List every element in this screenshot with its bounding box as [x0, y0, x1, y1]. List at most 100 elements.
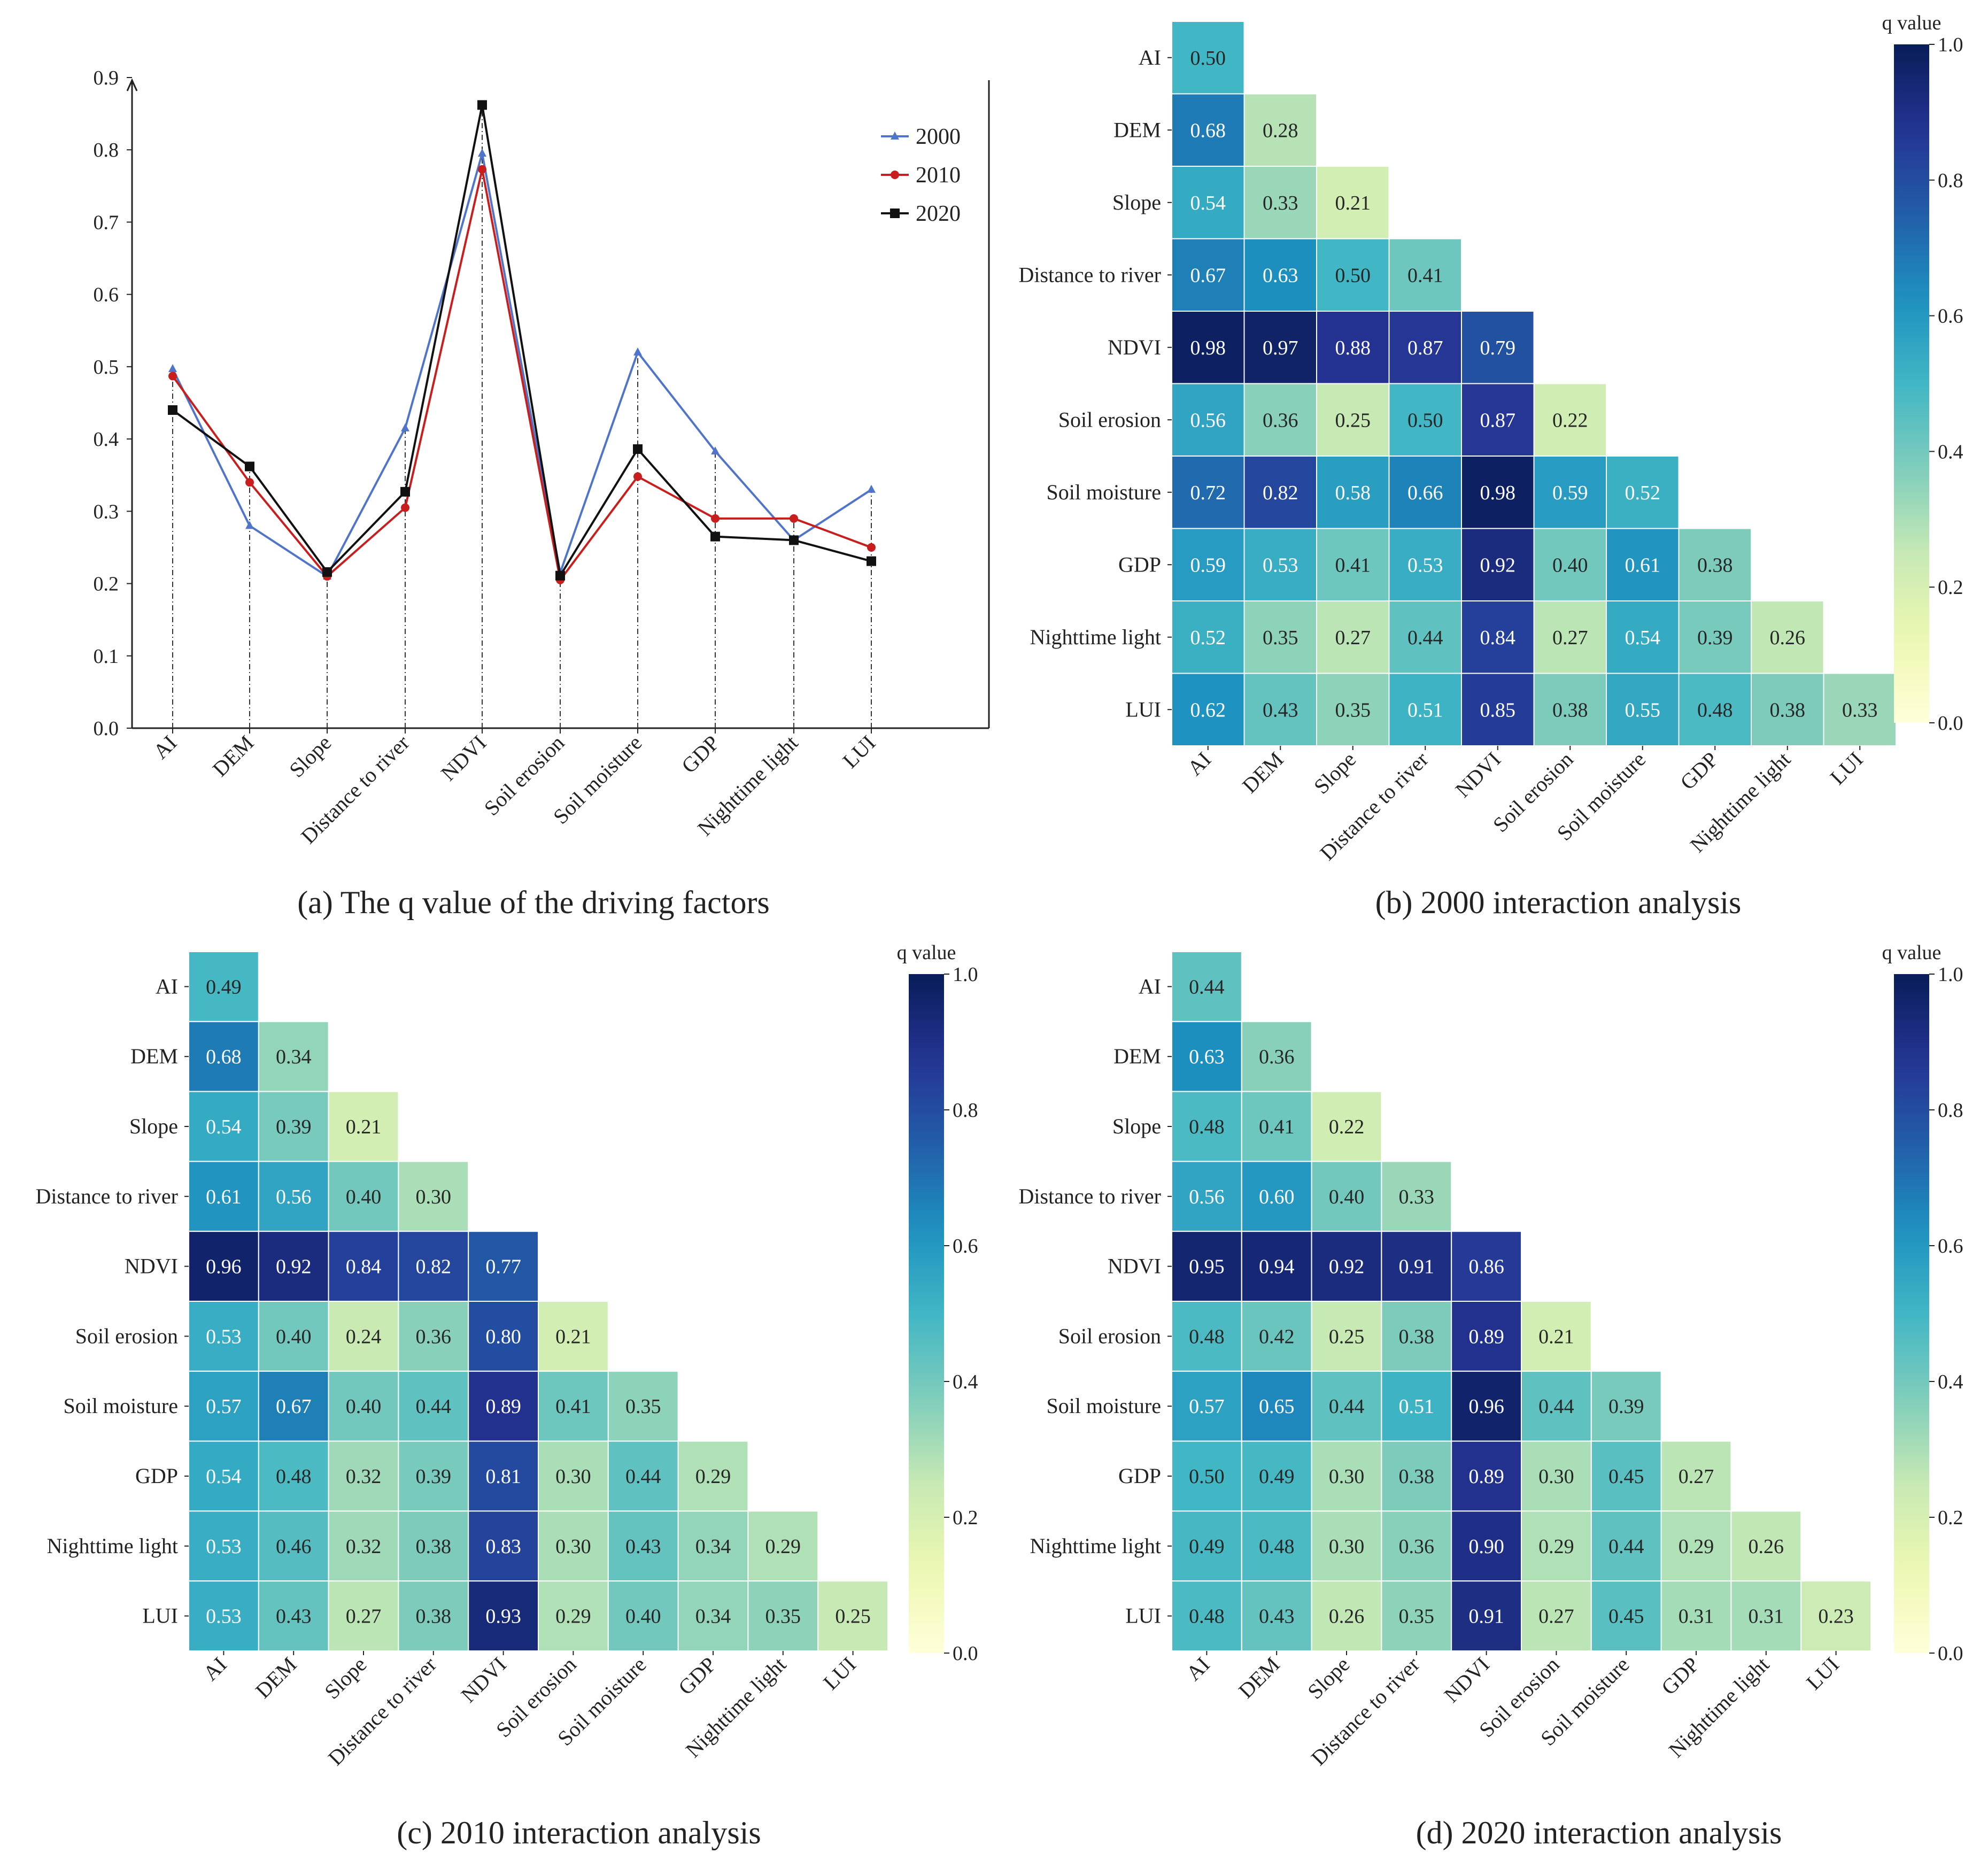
colorbar [909, 974, 944, 1653]
colorbar-tick-label: 0.8 [1938, 169, 1963, 192]
heatmap-cell [1388, 311, 1462, 384]
cell-value: 0.80 [485, 1325, 521, 1348]
heatmap-cell [468, 1301, 539, 1372]
heatmap-cell [1521, 1370, 1592, 1442]
heatmap-cell [538, 1370, 609, 1442]
y-label: Soil moisture [1047, 1394, 1161, 1418]
heatmap-cell [747, 1580, 819, 1651]
y-tick-label: 0.1 [94, 645, 119, 668]
cell-value: 0.21 [1335, 192, 1371, 214]
heatmap-cell [258, 1370, 329, 1442]
cell-value: 0.36 [1259, 1046, 1295, 1068]
cell-value: 0.22 [1552, 409, 1588, 431]
point-2020 [789, 535, 799, 545]
cell-value: 0.40 [346, 1186, 382, 1208]
heatmap-cell [1171, 166, 1245, 240]
heatmap-cell [1243, 600, 1317, 674]
cell-value: 0.48 [1697, 699, 1733, 721]
y-label: LUI [1125, 1604, 1161, 1628]
cell-value: 0.57 [206, 1395, 242, 1418]
colorbar [1894, 44, 1929, 723]
y-label: LUI [142, 1604, 178, 1628]
heatmap-cell [1461, 311, 1535, 384]
cell-value: 0.68 [206, 1046, 242, 1068]
cell-value: 0.35 [1263, 627, 1298, 649]
caption-c: (c) 2010 interaction analysis [397, 1815, 761, 1850]
heatmap-cell [1533, 600, 1607, 674]
heatmap-cell [1243, 383, 1317, 457]
heatmap-cell [328, 1301, 399, 1372]
cell-value: 0.43 [1263, 699, 1298, 721]
cell-value: 0.44 [1329, 1395, 1365, 1418]
cell-value: 0.30 [416, 1186, 452, 1208]
heatmap-cell [1243, 456, 1317, 529]
cell-value: 0.40 [1552, 554, 1588, 576]
cell-value: 0.91 [1399, 1256, 1435, 1278]
cell-value: 0.90 [1468, 1535, 1504, 1558]
heatmap-cell [538, 1510, 609, 1582]
cell-value: 0.55 [1625, 699, 1661, 721]
cell-value: 0.79 [1480, 337, 1516, 359]
heatmap-cell [607, 1510, 679, 1582]
y-label: Distance to river [1018, 263, 1161, 287]
cell-value: 0.88 [1335, 337, 1371, 359]
legend-marker [891, 171, 899, 179]
point-2010 [245, 478, 254, 487]
cell-value: 0.26 [1770, 627, 1806, 649]
cell-value: 0.45 [1608, 1465, 1644, 1488]
cell-value: 0.98 [1480, 482, 1516, 504]
cell-value: 0.41 [1335, 554, 1371, 576]
x-tick-label: NDVI [436, 731, 491, 786]
cell-value: 0.51 [1407, 699, 1443, 721]
cell-value: 0.54 [1190, 192, 1226, 214]
cell-value: 0.43 [276, 1605, 312, 1628]
heatmap-cell [1461, 528, 1535, 601]
cell-value: 0.34 [276, 1046, 312, 1068]
cell-value: 0.40 [276, 1325, 312, 1348]
heatmap-cell [1316, 166, 1390, 240]
caption-d: (d) 2020 interaction analysis [1416, 1815, 1782, 1850]
legend-marker [890, 209, 900, 218]
y-label: DEM [1113, 118, 1161, 142]
cell-value: 0.53 [206, 1325, 242, 1348]
heatmap-b: 0.500.68 0.280.54 0.33 0.210.67 0.63 0.50 0.41… [1018, 12, 1963, 920]
cell-value: 0.30 [555, 1535, 591, 1558]
cell-value: 0.50 [1189, 1465, 1225, 1488]
heatmap-cell [1660, 1440, 1732, 1512]
heatmap-cell [1606, 528, 1680, 601]
cell-value: 0.53 [206, 1535, 242, 1558]
cell-value: 0.36 [1399, 1535, 1435, 1558]
cell-value: 0.81 [485, 1465, 521, 1488]
heatmap-cell [538, 1301, 609, 1372]
cell-value: 0.65 [1259, 1395, 1295, 1418]
heatmap-cell [468, 1231, 539, 1302]
point-2020 [867, 556, 876, 566]
heatmap-cell [1590, 1510, 1662, 1582]
cell-value: 0.56 [276, 1186, 312, 1208]
heatmap-cell [1381, 1161, 1452, 1232]
point-2020 [245, 461, 254, 472]
cell-value: 0.38 [1399, 1465, 1435, 1488]
heatmap-cell [1521, 1301, 1592, 1372]
x-tick-label: GDP [677, 731, 724, 778]
colorbar-tick-label: 0.6 [1938, 305, 1963, 328]
heatmap-cell [398, 1231, 469, 1302]
cell-value: 0.96 [1468, 1395, 1504, 1418]
heatmap-cell [1316, 383, 1390, 457]
cell-value: 0.48 [1189, 1116, 1225, 1138]
colorbar [1894, 974, 1929, 1653]
cell-value: 0.27 [1538, 1605, 1574, 1628]
cell-value: 0.89 [1468, 1465, 1504, 1488]
cell-value: 0.29 [1679, 1535, 1714, 1558]
cell-value: 0.49 [1189, 1535, 1225, 1558]
heatmap-cell [1521, 1440, 1592, 1512]
heatmap-cell [468, 1370, 539, 1442]
cell-value: 0.59 [1552, 482, 1588, 504]
heatmap-cell [1311, 1440, 1382, 1512]
heatmap-cell [1730, 1580, 1802, 1651]
cell-value: 0.68 [1190, 119, 1226, 142]
cell-value: 0.28 [1263, 119, 1298, 142]
cell-value: 0.25 [1335, 409, 1371, 431]
colorbar-tick-label: 0.4 [1938, 1371, 1963, 1393]
y-label: NDVI [125, 1254, 178, 1278]
